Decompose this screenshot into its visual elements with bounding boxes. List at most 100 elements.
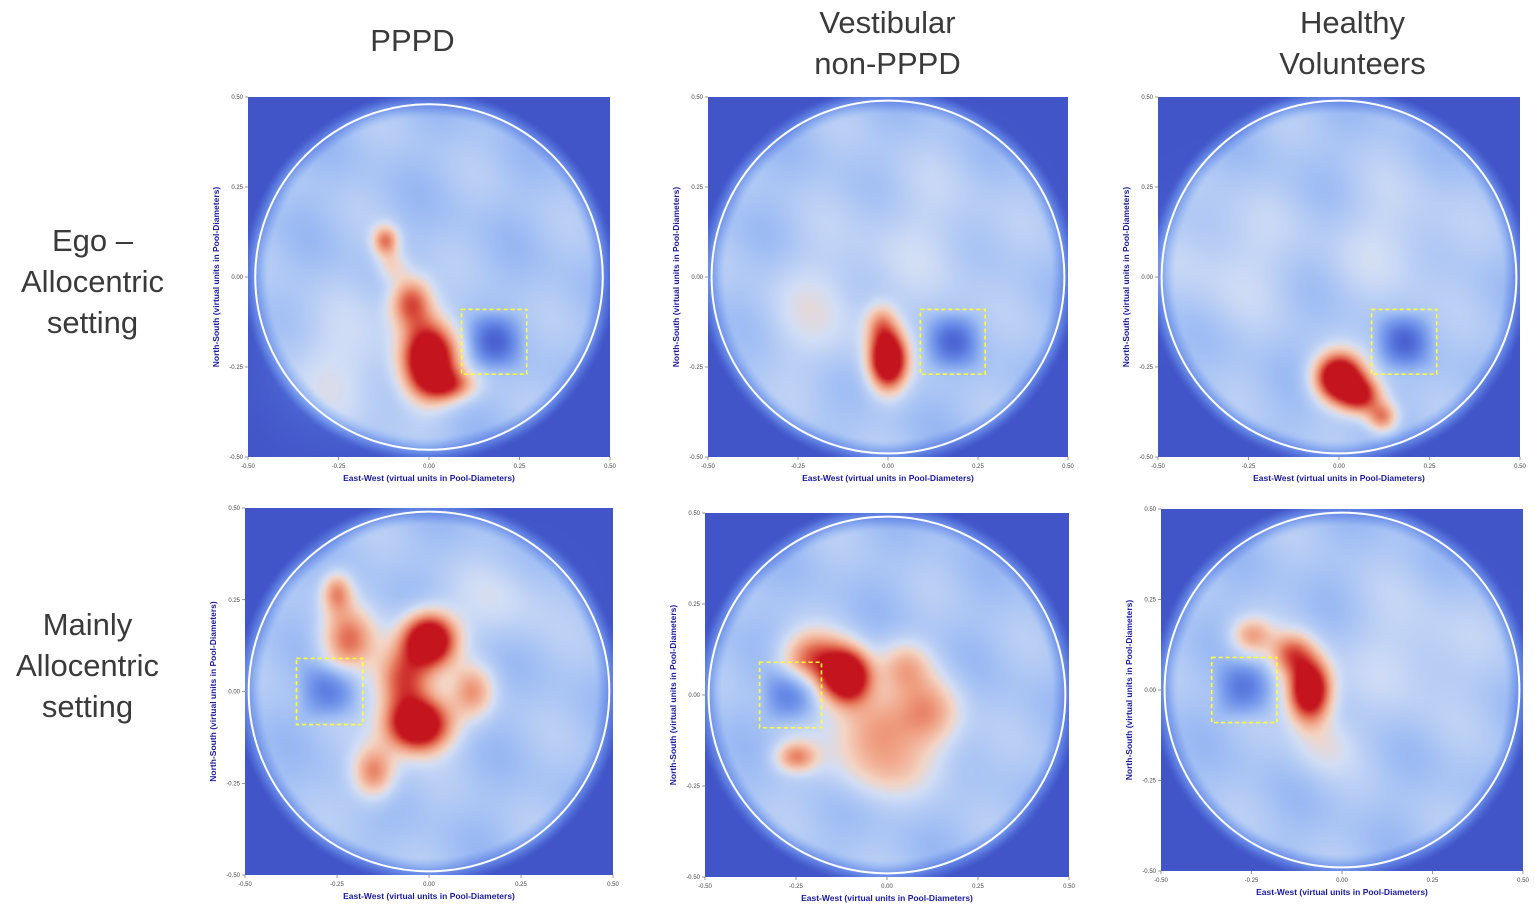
- x-tick-label: 0.00: [1333, 464, 1345, 470]
- y-tick-label: 0.50: [1144, 507, 1156, 513]
- pool-circle: [1160, 99, 1518, 455]
- y-tick-label: -0.50: [686, 875, 700, 881]
- x-tick-label: -0.25: [1242, 464, 1256, 470]
- x-tick-label: 0.00: [423, 882, 435, 888]
- y-tick-label: 0.00: [691, 275, 703, 281]
- density-image: [705, 513, 1069, 877]
- y-axis-label: North-South (virtual units in Pool-Diame…: [208, 601, 218, 782]
- pool-circle: [707, 515, 1067, 875]
- pool-circle: [710, 99, 1066, 455]
- heatmap-vestibular-mainly-allocentric: -0.50 -0.25 0.00 0.25 0.50 -0.50 -0.25 0.00 0.25…: [668, 511, 1075, 903]
- y-tick-label: 0.00: [1144, 688, 1156, 694]
- x-tick-label: 0.25: [972, 464, 984, 470]
- heatmap-pppd-mainly-allocentric: -0.50 -0.25 0.00 0.25 0.50 -0.50 -0.25 0.00 0.25…: [208, 506, 619, 901]
- x-tick-label: -0.50: [1154, 878, 1168, 884]
- y-axis-label: North-South (virtual units in Pool-Diame…: [668, 605, 678, 786]
- x-axis-label: East-West (virtual units in Pool-Diamete…: [802, 473, 974, 483]
- y-tick-label: -0.25: [689, 365, 703, 371]
- x-tick-label: 0.25: [972, 884, 984, 890]
- y-tick-label: 0.25: [1144, 598, 1156, 604]
- y-tick-label: 0.00: [688, 693, 700, 699]
- y-tick-label: -0.25: [229, 365, 243, 371]
- x-tick-label: -0.50: [238, 882, 252, 888]
- heatmap-vestibular-ego-allocentric: -0.50 -0.25 0.00 0.25 0.50 -0.50 -0.25 0.00 0.25…: [671, 95, 1074, 483]
- x-tick-label: 0.00: [881, 884, 893, 890]
- y-tick-label: 0.25: [1141, 185, 1153, 191]
- x-tick-label: -0.25: [791, 464, 805, 470]
- platform-box: [1370, 308, 1438, 375]
- x-tick-label: -0.50: [698, 884, 712, 890]
- density-image: [1158, 97, 1520, 457]
- platform-box: [919, 308, 986, 375]
- x-tick-label: 0.25: [514, 464, 526, 470]
- y-tick-label: 0.50: [1141, 95, 1153, 101]
- x-tick-label: 0.25: [1427, 878, 1439, 884]
- y-tick-label: 0.50: [231, 95, 243, 101]
- x-tick-label: 0.25: [1424, 464, 1436, 470]
- x-tick-label: 0.00: [1336, 878, 1348, 884]
- x-tick-label: -0.25: [789, 884, 803, 890]
- x-tick-label: 0.50: [607, 882, 619, 888]
- x-axis-label: East-West (virtual units in Pool-Diamete…: [343, 473, 515, 483]
- y-tick-label: 0.50: [228, 506, 240, 512]
- column-title-pppd: PPPD: [370, 23, 455, 58]
- y-tick-label: 0.50: [688, 511, 700, 517]
- y-tick-label: -0.50: [229, 455, 243, 461]
- y-tick-label: 0.25: [231, 185, 243, 191]
- density-image: [1161, 509, 1523, 871]
- y-tick-label: -0.50: [226, 873, 240, 879]
- y-tick-label: -0.50: [689, 455, 703, 461]
- y-axis-label: North-South (virtual units in Pool-Diame…: [1121, 187, 1131, 368]
- density-image: [708, 97, 1068, 457]
- x-axis-label: East-West (virtual units in Pool-Diamete…: [343, 891, 515, 901]
- x-tick-label: 0.00: [882, 464, 894, 470]
- y-tick-label: 0.00: [1141, 275, 1153, 281]
- y-tick-label: -0.50: [1142, 869, 1156, 875]
- x-tick-label: 0.50: [1063, 884, 1075, 890]
- y-tick-label: -0.50: [1139, 455, 1153, 461]
- row-title-mainly-allocentric: Mainly Allocentric setting: [16, 607, 159, 724]
- y-tick-label: 0.25: [688, 602, 700, 608]
- x-tick-label: -0.25: [332, 464, 346, 470]
- platform-box: [295, 657, 364, 726]
- y-axis-label: North-South (virtual units in Pool-Diame…: [1124, 600, 1134, 781]
- y-tick-label: 0.50: [691, 95, 703, 101]
- density-image: [248, 97, 610, 457]
- y-axis-label: North-South (virtual units in Pool-Diame…: [211, 187, 221, 368]
- heatmap-pppd-ego-allocentric: -0.50 -0.25 0.00 0.25 0.50 -0.50 -0.25 0.00 0.25…: [211, 95, 616, 483]
- platform-box: [758, 661, 823, 729]
- column-title-vestibular: Vestibular non-PPPD: [814, 5, 961, 81]
- y-tick-label: -0.25: [226, 781, 240, 787]
- x-tick-label: 0.50: [1062, 464, 1074, 470]
- x-axis-label: East-West (virtual units in Pool-Diamete…: [1256, 887, 1428, 897]
- y-tick-label: 0.25: [228, 598, 240, 604]
- pool-circle: [1163, 511, 1521, 869]
- platform-box: [1210, 656, 1278, 724]
- y-tick-label: -0.25: [686, 784, 700, 790]
- y-tick-label: 0.25: [691, 185, 703, 191]
- x-tick-label: -0.25: [1245, 878, 1259, 884]
- pool-circle: [254, 103, 604, 451]
- x-tick-label: 0.50: [1514, 464, 1526, 470]
- x-axis-label: East-West (virtual units in Pool-Diamete…: [801, 893, 973, 903]
- x-tick-label: 0.50: [604, 464, 616, 470]
- pool-circle: [247, 510, 611, 873]
- x-tick-label: -0.50: [1151, 464, 1165, 470]
- y-axis-label: North-South (virtual units in Pool-Diame…: [671, 187, 681, 368]
- y-tick-label: -0.25: [1142, 779, 1156, 785]
- x-tick-label: -0.50: [241, 464, 255, 470]
- x-axis-label: East-West (virtual units in Pool-Diamete…: [1253, 473, 1425, 483]
- y-tick-label: 0.00: [228, 690, 240, 696]
- heatmap-healthy-ego-allocentric: -0.50 -0.25 0.00 0.25 0.50 -0.50 -0.25 0.00 0.25…: [1121, 95, 1526, 483]
- density-image: [245, 508, 613, 875]
- x-tick-label: 0.00: [423, 464, 435, 470]
- x-tick-label: -0.50: [701, 464, 715, 470]
- x-tick-label: -0.25: [330, 882, 344, 888]
- column-title-healthy: Healthy Volunteers: [1279, 5, 1426, 81]
- y-tick-label: 0.00: [231, 275, 243, 281]
- y-tick-label: -0.25: [1139, 365, 1153, 371]
- x-tick-label: 0.25: [515, 882, 527, 888]
- x-tick-label: 0.50: [1517, 878, 1529, 884]
- row-title-ego-allocentric: Ego – Allocentric setting: [21, 223, 164, 340]
- heatmap-healthy-mainly-allocentric: -0.50 -0.25 0.00 0.25 0.50 -0.50 -0.25 0.00 0.25…: [1124, 507, 1529, 897]
